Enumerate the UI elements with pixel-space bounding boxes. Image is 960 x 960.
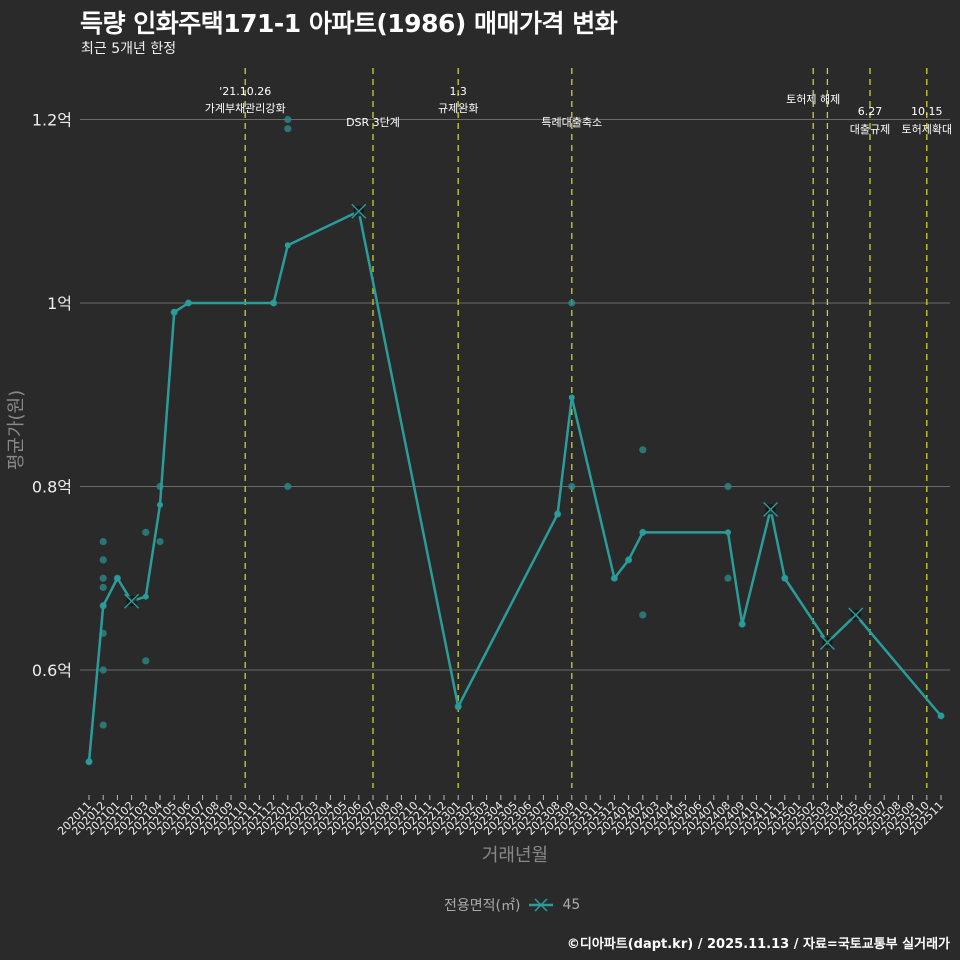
x-axis: 2020112020122021012021022021032021042021… [55, 795, 946, 838]
trade-point [99, 583, 107, 592]
trade-point [142, 657, 150, 665]
trade-point [142, 528, 150, 536]
legend-line-x-icon [529, 898, 554, 912]
legend: 전용면적(㎡) 45 [444, 895, 580, 915]
series-point [157, 501, 163, 508]
legend-title: 전용면적(㎡) [444, 898, 521, 914]
trade-point [724, 574, 732, 582]
trade-point [99, 556, 107, 564]
event-annotation: 가계부채관리강화 [205, 102, 286, 115]
chart-subtitle: 최근 5개년 한정 [81, 41, 177, 57]
trade-point [284, 125, 292, 133]
x-marker [819, 634, 835, 650]
series-point [611, 575, 618, 582]
series-point [554, 511, 561, 518]
trade-point [284, 482, 292, 491]
x-marker [848, 607, 864, 623]
event-annotation: DSR 3단계 [346, 116, 400, 129]
event-annotation: 특례대출축소 [541, 116, 602, 129]
series-point [114, 575, 121, 582]
trade-point [156, 537, 164, 546]
trade-point [724, 482, 732, 491]
x-axis-title: 거래년월 [482, 845, 548, 866]
source-caption: ©디아파트(dapt.kr) / 2025.11.13 / 자료=국토교통부 실… [566, 937, 950, 952]
event-annotation: 토허제확대 [901, 123, 952, 136]
series-point [270, 300, 277, 306]
event-annotation: 규제완화 [438, 102, 478, 115]
y-axis-title: 평균가(원) [6, 390, 27, 470]
series-point [171, 309, 178, 316]
x-marker [124, 593, 140, 609]
event-annotation: 10.15 [911, 105, 943, 118]
y-tick-label: 0.6억 [32, 661, 72, 680]
series-point [284, 242, 291, 249]
trade-point [568, 482, 576, 491]
event-annotation: '21.10.26 [219, 85, 271, 98]
trade-point [99, 666, 107, 674]
y-tick-label: 0.8억 [32, 478, 72, 497]
series-point [455, 703, 462, 710]
event-annotation: 토허제 해제 [786, 92, 840, 106]
y-tick-label: 1억 [47, 294, 72, 313]
trade-point [99, 721, 107, 729]
y-tick-label: 1.2억 [32, 111, 72, 130]
trade-point [99, 537, 107, 546]
chart-title: 득량 인화주택171-1 아파트(1986) 매매가격 변화 [80, 9, 618, 38]
trade-point [568, 299, 576, 307]
series-point [639, 529, 646, 536]
y-axis: 0.6억 0.8억 1억 1.2억 [32, 111, 72, 681]
series-point [781, 575, 788, 582]
trade-point [284, 115, 292, 124]
average-price-line [86, 203, 944, 765]
trade-point [99, 574, 107, 582]
series-point [725, 529, 731, 536]
series-point [100, 602, 107, 609]
grid-lines [80, 119, 950, 671]
event-annotation: 6.27 [858, 105, 883, 118]
trade-point [639, 611, 647, 619]
event-annotation: 대출규제 [850, 123, 890, 136]
series-point [938, 712, 944, 719]
x-marker [763, 501, 779, 517]
x-marker [351, 203, 367, 219]
series-point [142, 593, 149, 600]
series-point [568, 394, 575, 401]
trade-points [85, 115, 945, 766]
trade-point [639, 446, 647, 454]
event-annotation: 1.3 [449, 85, 467, 98]
series-point [739, 621, 746, 628]
legend-item-label: 45 [562, 897, 581, 913]
series-point [625, 556, 632, 563]
series-point [185, 300, 192, 306]
series-point [86, 758, 92, 765]
